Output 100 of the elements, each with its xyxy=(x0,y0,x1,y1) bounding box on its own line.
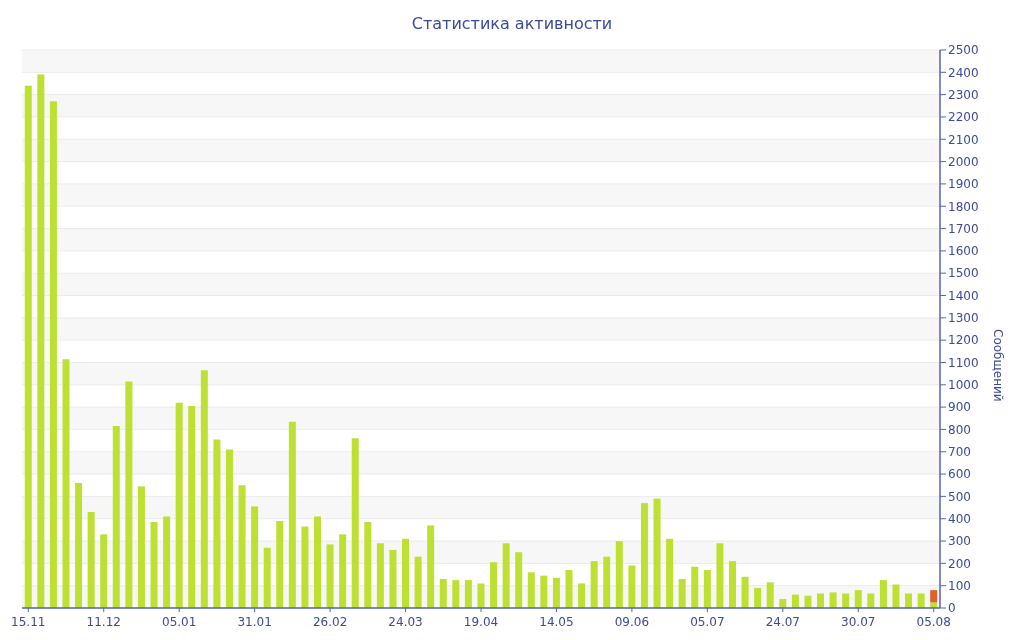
x-tick-label: 11.12 xyxy=(86,615,121,629)
y-tick-label: 900 xyxy=(948,400,971,415)
bar xyxy=(829,592,837,608)
y-tick-label: 1000 xyxy=(948,378,979,393)
bar xyxy=(691,566,699,608)
bar xyxy=(24,85,32,608)
bar xyxy=(276,520,284,608)
bar xyxy=(653,498,661,608)
bar xyxy=(376,543,384,608)
bar xyxy=(238,485,246,608)
bar xyxy=(225,449,233,608)
x-tick-label: 24.07 xyxy=(765,615,800,629)
y-tick-label: 200 xyxy=(948,556,971,571)
bar xyxy=(716,543,724,608)
x-tick-label: 05.01 xyxy=(162,615,197,629)
bar xyxy=(427,525,435,608)
y-tick-label: 300 xyxy=(948,534,971,549)
bar xyxy=(288,421,296,608)
bar xyxy=(666,538,674,608)
y-tick-label: 100 xyxy=(948,578,971,593)
x-tick-label: 24.03 xyxy=(388,615,423,629)
bar xyxy=(37,74,45,608)
x-tick-label: 09.06 xyxy=(614,615,650,629)
bar xyxy=(741,576,749,608)
x-tick-label: 14.05 xyxy=(539,615,574,629)
bar xyxy=(678,578,686,608)
bar xyxy=(590,561,598,608)
bar xyxy=(213,439,221,608)
bar xyxy=(112,426,120,608)
y-tick-label: 2300 xyxy=(948,87,979,102)
bar xyxy=(251,506,259,608)
bar xyxy=(565,570,573,608)
y-tick-label: 1900 xyxy=(948,177,979,192)
bar xyxy=(477,583,485,608)
y-tick-label: 1100 xyxy=(948,355,979,370)
bar xyxy=(867,593,875,608)
x-tick-label: 31.01 xyxy=(237,615,272,629)
y-tick-label: 1600 xyxy=(948,244,979,259)
bar xyxy=(552,577,560,608)
bar xyxy=(640,503,648,608)
y-tick-label: 0 xyxy=(948,601,956,616)
bar xyxy=(464,580,472,608)
x-tick-label: 05.07 xyxy=(690,615,725,629)
bar xyxy=(150,522,158,608)
bar xyxy=(414,556,422,608)
y-tick-label: 700 xyxy=(948,445,971,460)
bar xyxy=(603,556,611,608)
bar xyxy=(339,534,347,608)
y-tick-label: 2400 xyxy=(948,65,979,80)
bar xyxy=(49,101,57,608)
chart-title: Статистика активности xyxy=(410,13,614,35)
y-tick-label: 2500 xyxy=(948,43,979,58)
y-tick-label: 600 xyxy=(948,467,971,482)
bar xyxy=(703,570,711,608)
bar xyxy=(515,552,523,608)
bar xyxy=(75,483,83,608)
bar xyxy=(200,370,208,608)
bar xyxy=(87,512,95,608)
bar xyxy=(540,575,548,608)
bar xyxy=(125,381,133,608)
bar xyxy=(779,599,787,608)
bar xyxy=(766,582,774,608)
bar xyxy=(804,595,812,608)
x-tick-label: 26.02 xyxy=(312,615,348,629)
bar xyxy=(817,593,825,608)
x-tick-label: 15.11 xyxy=(11,615,46,629)
bar xyxy=(389,549,397,608)
bar xyxy=(314,516,321,608)
y-tick-label: 2200 xyxy=(948,110,979,125)
bar xyxy=(930,602,938,608)
bar xyxy=(728,561,736,608)
bar xyxy=(905,593,913,608)
y-tick-label: 1800 xyxy=(948,199,979,214)
y-tick-label: 800 xyxy=(948,422,971,437)
y-tick-label: 1200 xyxy=(948,333,979,348)
bar xyxy=(917,593,925,608)
bar xyxy=(100,534,108,608)
bar xyxy=(842,593,850,608)
bar xyxy=(439,578,447,608)
y-tick-label: 1300 xyxy=(948,311,979,326)
x-tick-label: 30.07 xyxy=(841,615,876,629)
bar xyxy=(163,516,171,608)
x-tick-label: 05.08 xyxy=(916,615,951,629)
y-tick-label: 1500 xyxy=(948,266,979,281)
bar xyxy=(175,402,183,608)
bar xyxy=(892,584,900,608)
bar xyxy=(402,538,410,608)
bar xyxy=(62,359,70,608)
bar xyxy=(930,590,938,603)
bar xyxy=(628,565,636,608)
bar xyxy=(854,590,862,608)
bar xyxy=(326,544,334,608)
bar xyxy=(502,543,510,608)
bar xyxy=(188,406,196,608)
y-tick-label: 2100 xyxy=(948,132,979,147)
y-axis-title: Сообщений xyxy=(990,329,1005,402)
bar xyxy=(452,580,460,608)
bar xyxy=(263,547,271,608)
bar xyxy=(137,486,145,608)
y-tick-label: 2000 xyxy=(948,154,979,169)
